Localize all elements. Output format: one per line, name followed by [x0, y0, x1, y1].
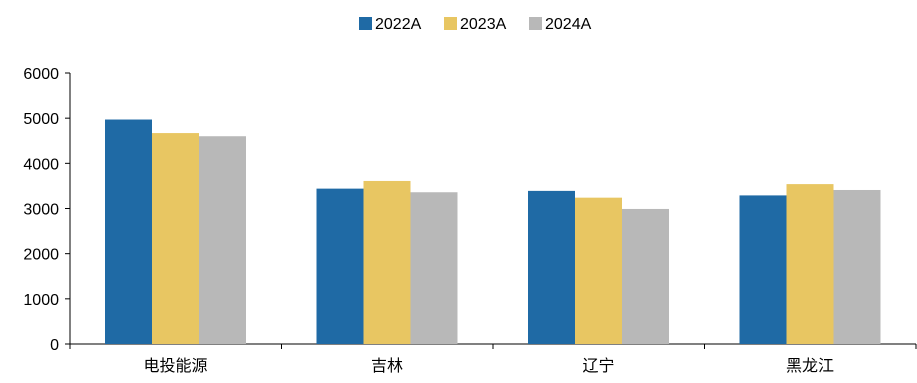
y-tick-label: 5000 — [23, 111, 59, 128]
legend-label: 2023A — [460, 16, 507, 33]
bar-2024A-2 — [622, 208, 669, 344]
y-tick-label: 6000 — [23, 66, 59, 83]
bar-2022A-2 — [528, 190, 575, 344]
bar-2024A-1 — [410, 192, 458, 344]
legend-label: 2024A — [545, 16, 592, 33]
x-tick-label: 辽宁 — [582, 356, 614, 375]
x-axis: 电投能源 吉林 辽宁 黑龙江 — [69, 343, 917, 375]
bar-2024A-3 — [833, 189, 881, 344]
y-axis: 0 1000 2000 3000 4000 5000 6000 — [23, 66, 71, 354]
bar-2023A-1 — [363, 180, 411, 344]
bars — [105, 119, 881, 344]
x-tick-label: 电投能源 — [143, 356, 207, 375]
bar-2023A-2 — [575, 197, 622, 344]
bar-2022A-3 — [739, 195, 787, 344]
y-tick-label: 2000 — [23, 247, 59, 264]
y-tick-label: 3000 — [23, 202, 59, 219]
legend-swatch-2023A — [444, 17, 457, 30]
y-tick-label: 1000 — [23, 292, 59, 309]
bar-2023A-3 — [786, 184, 834, 344]
bar-2023A-0 — [152, 133, 199, 344]
legend-swatch-2022A — [359, 17, 372, 30]
legend-swatch-2024A — [529, 17, 542, 30]
x-tick-label: 吉林 — [371, 356, 403, 375]
y-tick-label: 4000 — [23, 156, 59, 173]
legend-label: 2022A — [375, 16, 422, 33]
bar-2022A-1 — [316, 188, 364, 344]
bar-2024A-0 — [199, 136, 246, 344]
x-tick-label: 黑龙江 — [786, 356, 834, 375]
y-tick-label: 0 — [50, 337, 59, 354]
bar-2022A-0 — [105, 119, 152, 344]
legend: 2022A 2023A 2024A — [359, 16, 592, 33]
